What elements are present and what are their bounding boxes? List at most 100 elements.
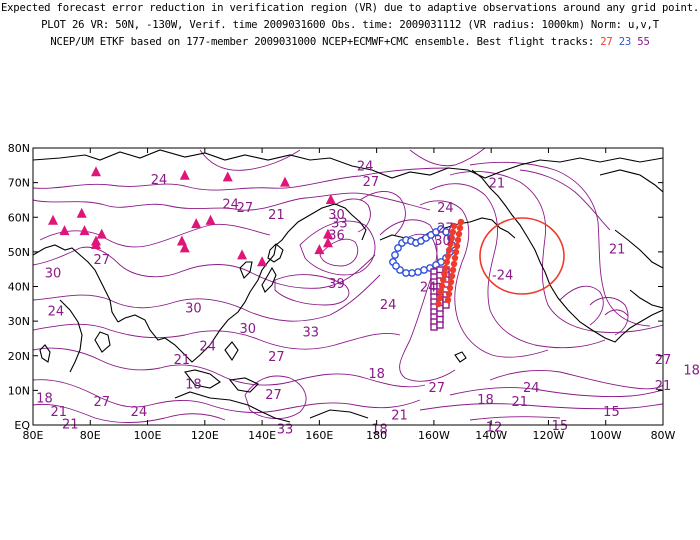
contour-label: 21 — [174, 353, 191, 368]
lat-label: 10N — [8, 384, 30, 397]
contour-label: 24 — [420, 281, 437, 296]
contour-label: 24 — [380, 298, 397, 313]
lat-label: 80N — [8, 142, 30, 155]
verification-region-circle — [479, 217, 565, 295]
lon-label: 180 — [366, 429, 387, 442]
contour-label: 15 — [552, 419, 569, 434]
raob-triangle — [257, 256, 268, 267]
raob-triangle — [237, 249, 248, 260]
raob-triangle — [96, 228, 107, 239]
track-23-point — [402, 269, 410, 277]
contour-label: 27 — [93, 395, 110, 410]
contour-label: 30 — [239, 322, 256, 337]
contour-label: 33 — [277, 422, 294, 437]
contour-lines — [33, 148, 663, 423]
track-27-point — [447, 278, 455, 286]
lon-label: 80E — [80, 429, 101, 442]
contour-label: 27 — [268, 350, 285, 365]
lat-label: 50N — [8, 246, 30, 259]
raob-triangle — [48, 214, 59, 225]
track-27-point — [447, 240, 454, 248]
track-27-point — [449, 266, 457, 274]
track-27-point — [442, 264, 449, 272]
lat-label: EQ — [14, 419, 30, 432]
title-line-2: PLOT 26 VR: 50N, -130W, Verif. time 2009… — [41, 19, 659, 31]
contour-label: 30 — [45, 267, 62, 282]
track-27-point — [437, 288, 444, 296]
contour-label: 30 — [185, 301, 202, 316]
contour-label: 27 — [237, 201, 254, 216]
raob-triangle — [76, 207, 87, 218]
map-frame — [32, 147, 664, 426]
lat-label: 40N — [8, 281, 30, 294]
contour-label: 24 — [199, 339, 216, 354]
raob-triangle — [280, 176, 290, 187]
contour-label: 15 — [603, 405, 620, 420]
track-55-point — [436, 321, 444, 329]
title-line-1: Expected forecast error reduction in ver… — [0, 2, 700, 14]
contour-label: 21 — [50, 405, 67, 420]
lon-label: 80E — [23, 429, 44, 442]
track-23-point — [394, 244, 402, 252]
lon-label: 160W — [418, 429, 450, 442]
contour-label: 27 — [265, 388, 282, 403]
contour-label: 21 — [391, 409, 408, 424]
lon-label: 100E — [134, 429, 162, 442]
raob-triangle — [222, 171, 233, 182]
lon-label: 160E — [305, 429, 333, 442]
raob-triangle — [79, 225, 90, 236]
lon-label: 120E — [191, 429, 219, 442]
flight-tracks — [389, 218, 465, 331]
contour-label: 18 — [371, 422, 388, 437]
contour-label: 24 — [357, 159, 374, 174]
track-27-point — [450, 222, 458, 230]
track-27-point — [435, 300, 442, 308]
track-27-point — [443, 258, 450, 266]
contour-label: 24 — [48, 305, 65, 320]
contour-label: 24 — [222, 197, 239, 212]
contour-label: 18 — [368, 367, 385, 382]
lon-label: 80W — [651, 429, 676, 442]
lon-label: 140W — [475, 429, 507, 442]
lon-label: 100W — [590, 429, 622, 442]
contour-label: 33 — [302, 326, 319, 341]
raob-triangle — [179, 242, 190, 253]
contour-label: -24 — [492, 268, 513, 283]
raob-triangle — [59, 225, 70, 236]
lon-label: 140E — [248, 429, 276, 442]
contour-label: 21 — [512, 395, 529, 410]
track-27-point — [457, 218, 465, 226]
lat-label: 20N — [8, 350, 30, 363]
contour-label: 27 — [93, 253, 110, 268]
contour-label: 27 — [428, 381, 445, 396]
track-27-point — [451, 254, 459, 262]
contour-label: 21 — [489, 177, 506, 192]
contour-label: 33 — [331, 216, 348, 231]
raob-triangle — [205, 214, 216, 225]
contour-label: 18 — [36, 391, 53, 406]
track-23-point — [442, 228, 450, 236]
track-27-label: 27 — [600, 36, 613, 48]
raob-triangle — [325, 193, 336, 204]
contour-label: 36 — [328, 229, 345, 244]
contour-label: 18 — [185, 377, 202, 392]
contour-label: 27 — [437, 222, 454, 237]
track-27-point — [444, 252, 452, 260]
track-27-point — [444, 296, 452, 304]
lat-label: 70N — [8, 177, 30, 190]
raob-triangle — [91, 166, 101, 177]
contour-label: 12 — [486, 421, 503, 436]
track-27-point — [449, 228, 456, 236]
track-27-point — [438, 282, 446, 290]
contour-label: 21 — [609, 242, 626, 257]
track-27-point — [436, 294, 443, 302]
track-27-point — [446, 284, 454, 292]
contour-label: 24 — [523, 381, 540, 396]
track-27-point — [455, 230, 463, 238]
raob-triangle — [91, 238, 101, 249]
contour-label: 24 — [151, 173, 168, 188]
track-27-point — [456, 224, 464, 232]
track-27-point — [448, 234, 455, 242]
